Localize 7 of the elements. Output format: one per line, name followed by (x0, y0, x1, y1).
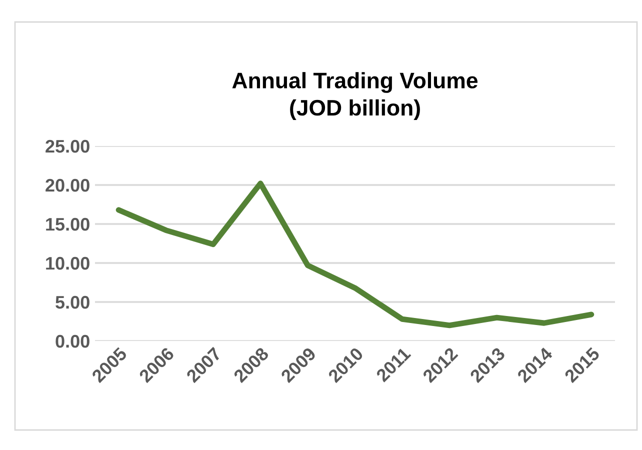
y-tick-label: 20.00 (46, 178, 90, 192)
y-tick-label: 10.00 (46, 256, 90, 270)
y-tick-label: 0.00 (56, 334, 90, 348)
chart-title: Annual Trading Volume (JOD billion) (232, 72, 478, 120)
y-tick-label: 5.00 (56, 296, 90, 309)
y-tick-label: 15.00 (46, 218, 90, 231)
y-tick-label: 25.00 (46, 140, 90, 153)
